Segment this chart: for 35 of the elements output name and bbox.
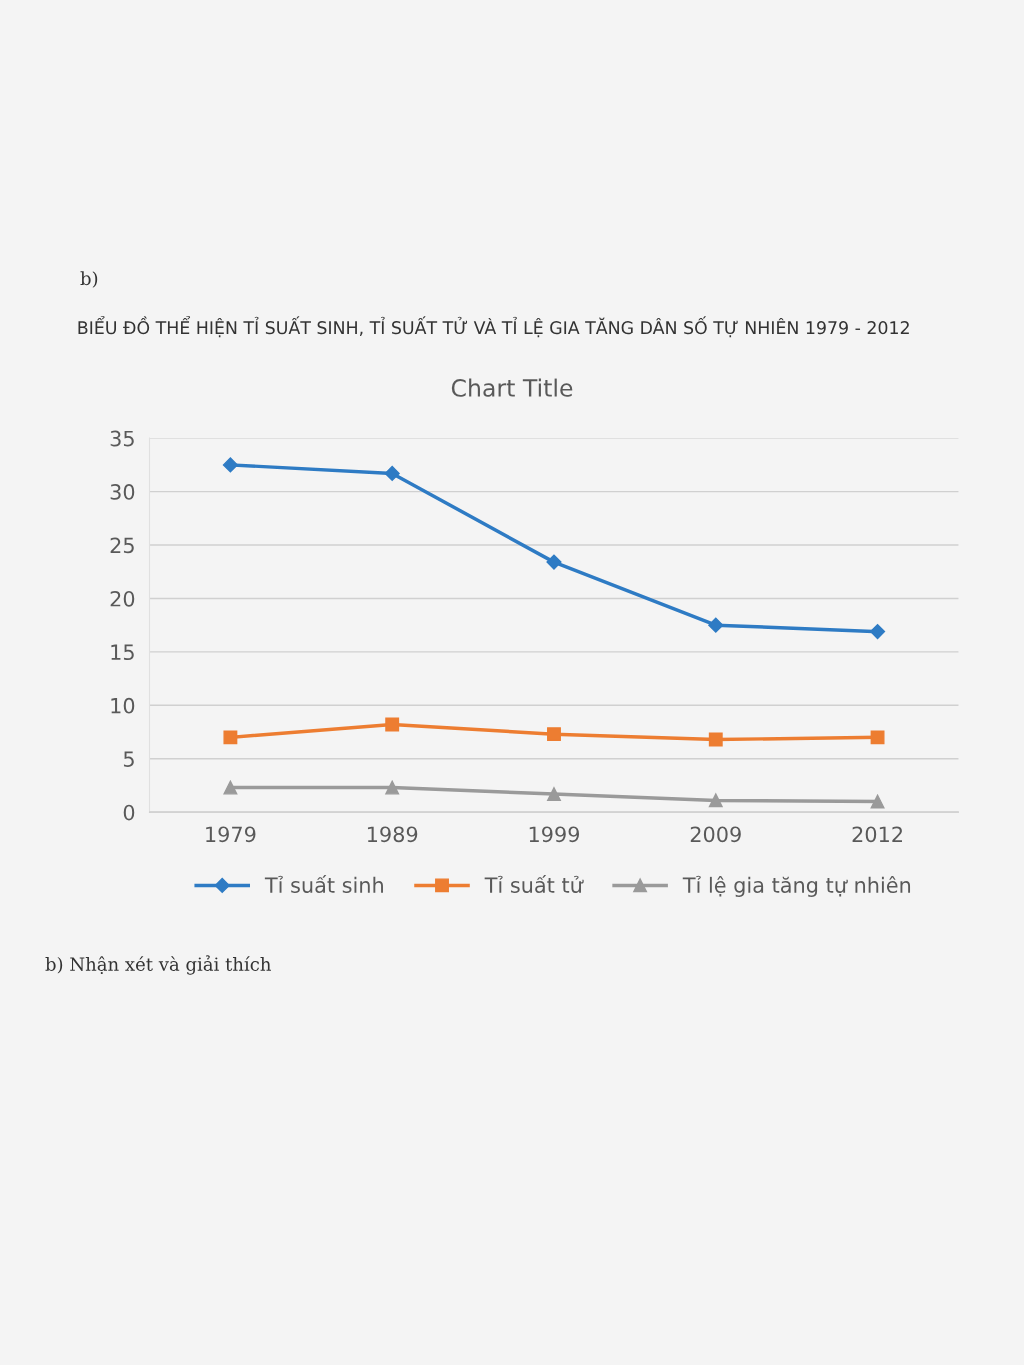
point xyxy=(547,787,561,801)
y-tick-label: 35 xyxy=(110,430,134,447)
point xyxy=(385,780,400,795)
x-tick-label: 2009 xyxy=(690,826,741,843)
y-tick-label: 20 xyxy=(110,590,135,607)
text: b) Nhận xét và giải thích xyxy=(45,955,271,975)
point xyxy=(870,794,885,809)
chart-subtitle: Chart Title xyxy=(451,378,573,397)
y-tick-label: 25 xyxy=(110,537,134,554)
y-tick-label: 0 xyxy=(123,804,135,821)
point xyxy=(870,730,885,745)
legend-label: Tỉ suất sinh xyxy=(264,875,383,893)
point xyxy=(708,617,724,633)
x-tick-label: 1989 xyxy=(367,826,418,843)
point xyxy=(223,730,238,745)
point xyxy=(222,457,238,473)
point xyxy=(546,554,562,570)
legend-label: Tỉ lệ gia tăng tự nhiên xyxy=(682,875,911,898)
legend-label: Tỉ suất tử xyxy=(484,875,584,893)
point xyxy=(384,465,400,481)
x-tick-label: 1979 xyxy=(206,826,256,843)
point xyxy=(547,727,561,742)
point xyxy=(869,624,886,640)
x-tick-label: 1999 xyxy=(529,826,580,843)
x-tick-label: 2012 xyxy=(852,826,902,843)
y-tick-label: 10 xyxy=(111,697,135,714)
text: b) xyxy=(80,271,98,288)
point xyxy=(708,793,723,808)
y-tick-label: 30 xyxy=(110,484,135,500)
point xyxy=(223,780,238,795)
y-tick-label: 5 xyxy=(123,751,134,767)
point xyxy=(708,732,723,747)
point xyxy=(385,717,400,732)
y-tick-label: 15 xyxy=(111,644,134,661)
chart-title: BIỂU ĐỒ THỂ HIỆN TỈ SUẤT SINH, TỈ SUẤT TỬ VÀ TỈ LỆ GIA TĂNG DÂN SỐ TỰ NHIÊN 1979 - 2012 xyxy=(78,315,909,338)
